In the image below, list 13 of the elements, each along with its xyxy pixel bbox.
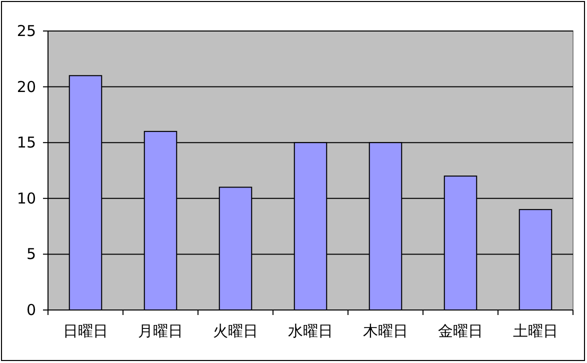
x-tick-label: 火曜日 (213, 322, 258, 340)
y-tick-label: 20 (16, 78, 36, 96)
x-tick-label: 土曜日 (513, 322, 558, 340)
x-tick-label: 金曜日 (438, 322, 483, 340)
x-tick-label: 木曜日 (363, 322, 408, 340)
y-tick-label: 25 (16, 22, 36, 40)
y-tick-label: 10 (16, 189, 36, 208)
x-tick-label: 月曜日 (138, 322, 183, 340)
y-tick-label: 15 (16, 134, 36, 152)
x-tick-label: 水曜日 (288, 322, 333, 340)
y-tick-label: 0 (26, 301, 36, 319)
y-tick-label: 5 (26, 245, 36, 264)
x-tick-label: 日曜日 (63, 322, 108, 340)
